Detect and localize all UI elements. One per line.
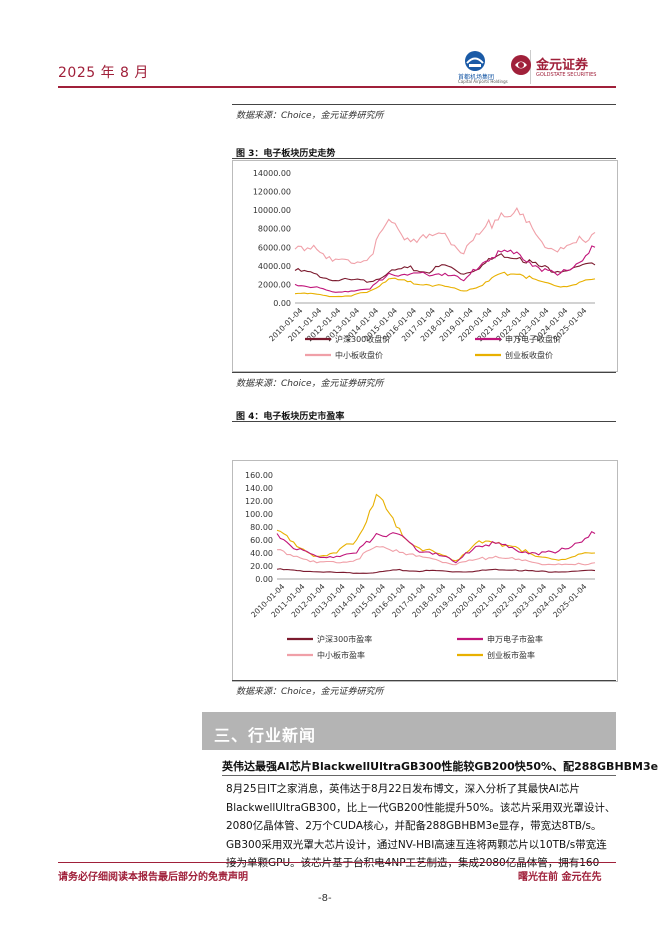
series-line bbox=[276, 545, 596, 566]
series-line bbox=[294, 245, 596, 293]
news-title: 英伟达最强AI芯片BlackwellUltraGB300性能较GB200快50%… bbox=[222, 760, 659, 773]
news-body: 8月25日IT之家消息，英伟达于8月22日发布博文，深入分析了其最快AI芯片Bl… bbox=[226, 783, 616, 869]
figure4-chart: 0.00 20.00 40.00 60.00 80.00 100.00 120.00 140.… bbox=[232, 460, 618, 682]
rule bbox=[232, 680, 616, 681]
footer-slogan: 曙光在前 金元在先 bbox=[518, 872, 602, 883]
goldstate-logo: 金元证券 GOLDSTATE SECURITIES bbox=[508, 52, 608, 84]
source-note-top: 数据来源：Choice，金元证券研究所 bbox=[236, 111, 384, 121]
y-tick-label: 100.00 bbox=[245, 510, 273, 519]
legend-label: 中小板市盈率 bbox=[317, 650, 365, 660]
y-tick-label: 10000.00 bbox=[253, 206, 291, 215]
series-line bbox=[294, 271, 596, 298]
figure4-title: 图 4：电子板块历史市盈率 bbox=[236, 412, 345, 422]
y-tick-label: 20.00 bbox=[250, 562, 273, 571]
legend-label: 申万电子市盈率 bbox=[487, 634, 543, 644]
legend-label: 沪深300收盘价 bbox=[335, 334, 390, 344]
legend-label: 中小板收盘价 bbox=[335, 350, 383, 360]
y-tick-label: 0.00 bbox=[273, 299, 291, 308]
footer-disclaimer: 请务必仔细阅读本报告最后部分的免责声明 bbox=[58, 872, 248, 883]
legend-label: 创业板收盘价 bbox=[505, 350, 553, 360]
rule bbox=[232, 104, 616, 105]
footer-rule bbox=[58, 862, 616, 863]
figure4-svg: 0.00 20.00 40.00 60.00 80.00 100.00 120.00 140.… bbox=[245, 471, 596, 660]
y-tick-label: 2000.00 bbox=[258, 280, 291, 289]
figure3-source: 数据来源：Choice，金元证券研究所 bbox=[236, 379, 384, 389]
series-line bbox=[276, 530, 596, 564]
series-line bbox=[276, 568, 596, 574]
header-rule bbox=[58, 86, 616, 88]
section-title: 三、行业新闻 bbox=[214, 726, 317, 745]
logo1-text: 首都机场集团 bbox=[458, 74, 495, 81]
y-tick-label: 80.00 bbox=[250, 523, 273, 532]
figure4-source: 数据来源：Choice，金元证券研究所 bbox=[236, 687, 384, 697]
capital-airports-logo: 首都机场集团 Capital Airports Holdings bbox=[458, 50, 528, 84]
section-band bbox=[202, 712, 616, 750]
figure3-chart: 0.00 2000.00 4000.00 6000.00 8000.00 10000.00… bbox=[232, 160, 618, 372]
y-tick-label: 60.00 bbox=[250, 536, 273, 545]
y-tick-label: 14000.00 bbox=[253, 169, 291, 178]
logo2-sub: GOLDSTATE SECURITIES bbox=[536, 72, 597, 78]
y-tick-label: 4000.00 bbox=[258, 262, 291, 271]
y-tick-label: 0.00 bbox=[255, 575, 273, 584]
figure3-svg: 0.00 2000.00 4000.00 6000.00 8000.00 10000.00… bbox=[253, 169, 596, 360]
logo2-text: 金元证券 bbox=[536, 58, 589, 73]
series-line bbox=[294, 206, 596, 265]
page-number: -8- bbox=[318, 893, 332, 904]
legend-label: 创业板市盈率 bbox=[487, 650, 535, 660]
rule bbox=[232, 372, 616, 373]
legend-label: 沪深300市盈率 bbox=[317, 634, 372, 644]
y-tick-label: 160.00 bbox=[245, 471, 273, 480]
y-tick-label: 6000.00 bbox=[258, 243, 291, 252]
rule bbox=[232, 158, 616, 159]
y-tick-label: 140.00 bbox=[245, 484, 273, 493]
figure3-title: 图 3：电子板块历史走势 bbox=[236, 149, 336, 159]
y-tick-label: 40.00 bbox=[250, 549, 273, 558]
legend-label: 申万电子收盘价 bbox=[505, 334, 561, 344]
y-tick-label: 120.00 bbox=[245, 497, 273, 506]
logo1-sub: Capital Airports Holdings bbox=[458, 79, 508, 84]
rule bbox=[232, 421, 616, 422]
news-rule bbox=[222, 775, 616, 776]
y-tick-label: 8000.00 bbox=[258, 225, 291, 234]
report-date: 2025 年 8 月 bbox=[58, 65, 149, 81]
y-tick-label: 12000.00 bbox=[253, 188, 291, 197]
series-line bbox=[294, 253, 596, 283]
